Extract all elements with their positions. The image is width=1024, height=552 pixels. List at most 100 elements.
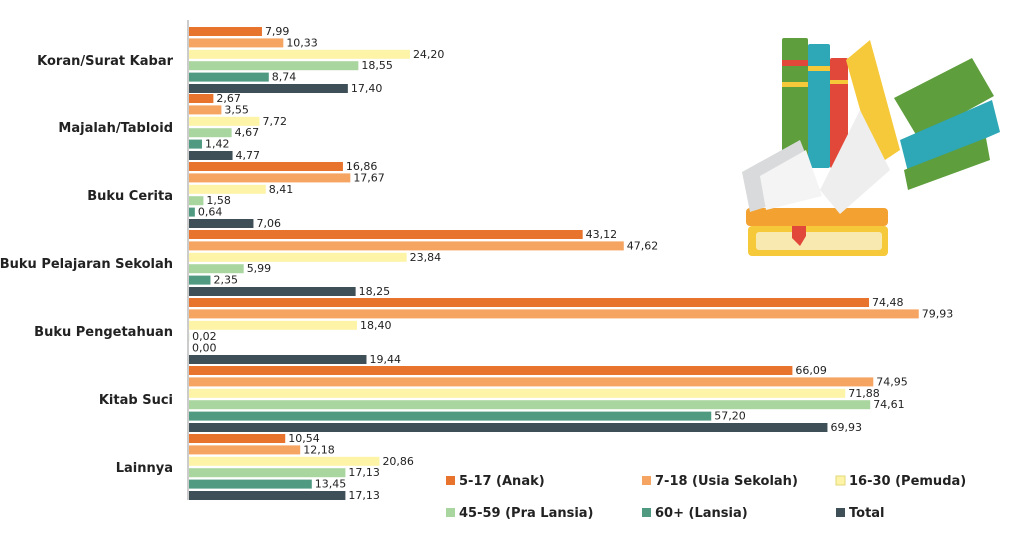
value-label-koran-surat-kabar-16-30-pemuda: 24,20 (413, 48, 445, 61)
value-label-buku-pelajaran-sekolah-total: 18,25 (359, 285, 391, 298)
bar-majalah-tabloid-5-17-anak (189, 94, 214, 103)
value-label-buku-pengetahuan-16-30-pemuda: 18,40 (360, 319, 392, 332)
bar-lainnya-5-17-anak (189, 434, 286, 443)
value-label-buku-cerita-total: 7,06 (256, 217, 281, 230)
legend-swatch-60-lansia (642, 508, 651, 517)
books-illustration-shape (904, 138, 990, 190)
bar-buku-pelajaran-sekolah-total (189, 287, 356, 296)
category-label-buku-pelajaran-sekolah: Buku Pelajaran Sekolah (0, 257, 173, 272)
bar-majalah-tabloid-45-59-pra-lansia (189, 128, 232, 138)
books-illustration-shape (782, 38, 808, 168)
books-illustration-shape (782, 82, 808, 87)
books-illustration-shape (846, 40, 900, 166)
value-label-kitab-suci-7-18-usia-sekolah: 74,95 (876, 375, 908, 388)
value-label-buku-pelajaran-sekolah-7-18-usia-sekolah: 47,62 (627, 239, 659, 252)
category-label-koran-surat-kabar: Koran/Surat Kabar (37, 54, 173, 69)
value-label-buku-cerita-7-18-usia-sekolah: 17,67 (353, 171, 385, 184)
legend-label-total: Total (849, 506, 885, 521)
bar-buku-cerita-7-18-usia-sekolah (189, 173, 351, 183)
value-label-koran-surat-kabar-60-lansia: 8,74 (272, 71, 297, 84)
category-label-buku-pengetahuan: Buku Pengetahuan (34, 325, 173, 340)
legend-swatch-45-59-pra-lansia (446, 508, 455, 517)
value-label-kitab-suci-total: 69,93 (830, 421, 862, 434)
books-illustration-shape (782, 60, 808, 66)
legend-swatch-16-30-pemuda (835, 475, 846, 486)
value-label-buku-cerita-45-59-pra-lansia: 1,58 (206, 194, 231, 207)
value-label-lainnya-7-18-usia-sekolah: 12,18 (303, 443, 335, 456)
value-label-lainnya-total: 17,13 (348, 489, 380, 502)
value-label-buku-cerita-16-30-pemuda: 8,41 (269, 183, 294, 196)
legend-swatch-5-17-anak (446, 476, 455, 485)
bar-majalah-tabloid-7-18-usia-sekolah (189, 105, 222, 115)
bar-kitab-suci-5-17-anak (189, 366, 793, 375)
value-label-majalah-tabloid-45-59-pra-lansia: 4,67 (235, 126, 259, 139)
legend-label-16-30-pemuda: 16-30 (Pemuda) (849, 474, 966, 489)
bar-kitab-suci-45-59-pra-lansia (189, 400, 871, 410)
value-label-buku-cerita-60-lansia: 0,64 (198, 206, 223, 219)
bar-lainnya-45-59-pra-lansia (189, 468, 346, 478)
value-label-majalah-tabloid-60-lansia: 1,42 (205, 138, 230, 151)
value-label-buku-pengetahuan-7-18-usia-sekolah: 79,93 (922, 307, 954, 320)
legend-label-7-18-usia-sekolah: 7-18 (Usia Sekolah) (655, 474, 798, 489)
bar-majalah-tabloid-16-30-pemuda (189, 116, 260, 126)
bar-lainnya-7-18-usia-sekolah (189, 445, 301, 455)
bar-buku-pelajaran-sekolah-7-18-usia-sekolah (189, 241, 624, 251)
books-illustration-shape (756, 232, 882, 250)
bar-buku-cerita-16-30-pemuda (189, 184, 266, 194)
bar-buku-pengetahuan-5-17-anak (189, 298, 870, 307)
category-label-lainnya: Lainnya (116, 461, 173, 476)
bar-kitab-suci-total (189, 423, 828, 432)
value-label-lainnya-60-lansia: 13,45 (315, 478, 347, 491)
bar-koran-surat-kabar-60-lansia (189, 72, 269, 82)
legend-label-45-59-pra-lansia: 45-59 (Pra Lansia) (459, 506, 594, 521)
value-label-koran-surat-kabar-7-18-usia-sekolah: 10,33 (286, 36, 318, 49)
bar-buku-cerita-total (189, 219, 254, 228)
books-illustration-shape (808, 66, 830, 71)
legend-label-5-17-anak: 5-17 (Anak) (459, 474, 545, 489)
bar-buku-pelajaran-sekolah-16-30-pemuda (189, 252, 407, 262)
bar-buku-pelajaran-sekolah-45-59-pra-lansia (189, 264, 244, 274)
bar-buku-cerita-5-17-anak (189, 162, 343, 171)
bar-koran-surat-kabar-45-59-pra-lansia (189, 61, 359, 71)
books-illustration-shape (830, 58, 848, 168)
value-label-majalah-tabloid-5-17-anak: 2,67 (216, 92, 241, 105)
value-label-lainnya-16-30-pemuda: 20,86 (382, 455, 414, 468)
value-label-kitab-suci-60-lansia: 57,20 (714, 410, 746, 423)
books-illustration (742, 38, 1000, 256)
category-label-majalah-tabloid: Majalah/Tabloid (58, 121, 173, 136)
books-illustration-shape (900, 100, 1000, 172)
bar-koran-surat-kabar-5-17-anak (189, 27, 262, 36)
value-label-buku-cerita-5-17-anak: 16,86 (346, 160, 378, 173)
bar-buku-pengetahuan-total (189, 355, 367, 364)
legend-swatch-7-18-usia-sekolah (642, 476, 651, 485)
bar-lainnya-60-lansia (189, 479, 312, 489)
value-label-buku-pelajaran-sekolah-60-lansia: 2,35 (213, 274, 238, 287)
bar-buku-pengetahuan-16-30-pemuda (189, 320, 357, 330)
bar-majalah-tabloid-total (189, 151, 233, 160)
bar-lainnya-16-30-pemuda (189, 456, 380, 466)
value-label-koran-surat-kabar-total: 17,40 (351, 82, 383, 95)
bar-buku-cerita-45-59-pra-lansia (189, 196, 204, 206)
books-illustration-shape (808, 44, 830, 168)
value-label-koran-surat-kabar-45-59-pra-lansia: 18,55 (361, 59, 393, 72)
category-label-kitab-suci: Kitab Suci (99, 393, 173, 408)
value-label-buku-pengetahuan-total: 19,44 (369, 353, 401, 366)
value-label-majalah-tabloid-total: 4,77 (236, 149, 261, 162)
books-illustration-shape (746, 208, 888, 226)
value-label-buku-pengetahuan-45-59-pra-lansia: 0,02 (192, 330, 217, 343)
books-illustration-shape (830, 80, 848, 84)
bar-koran-surat-kabar-16-30-pemuda (189, 49, 410, 59)
bar-koran-surat-kabar-total (189, 84, 348, 93)
bars (189, 27, 919, 500)
value-label-majalah-tabloid-7-18-usia-sekolah: 3,55 (224, 103, 249, 116)
value-label-buku-pengetahuan-60-lansia: 0,00 (192, 342, 217, 355)
value-label-kitab-suci-5-17-anak: 66,09 (795, 364, 827, 377)
bar-lainnya-total (189, 491, 346, 500)
value-label-koran-surat-kabar-5-17-anak: 7,99 (265, 25, 290, 38)
bar-koran-surat-kabar-7-18-usia-sekolah (189, 38, 284, 48)
value-label-kitab-suci-45-59-pra-lansia: 74,61 (873, 398, 905, 411)
bar-kitab-suci-16-30-pemuda (189, 388, 846, 398)
bar-kitab-suci-7-18-usia-sekolah (189, 377, 874, 387)
